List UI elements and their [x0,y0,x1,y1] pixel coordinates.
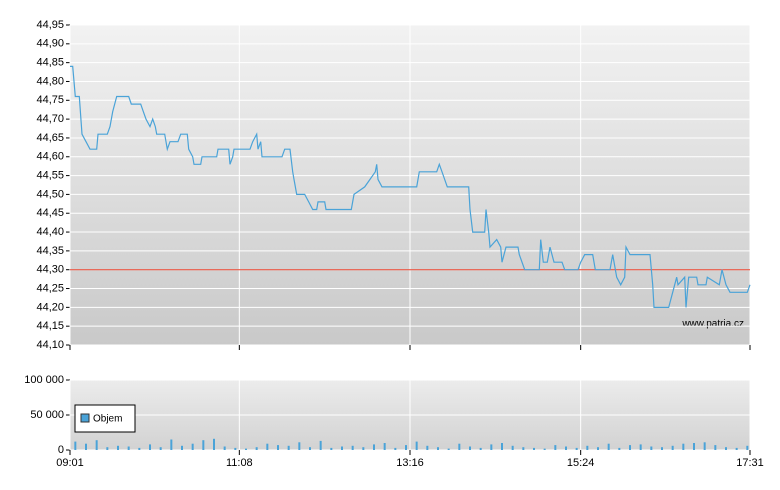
volume-bar [543,448,546,450]
volume-bar [735,447,738,450]
volume-bar [149,444,151,450]
y-tick-label: 44,55 [36,169,64,181]
y-tick-label: 44,45 [36,207,64,219]
volume-bar [234,447,237,450]
y-tick-label: 44,10 [36,339,64,351]
y-tick-label: 44,95 [36,19,64,31]
y-tick-label: 44,70 [36,113,64,125]
volume-bar [661,447,663,450]
volume-bar [319,440,322,450]
volume-bar [501,443,503,450]
volume-bar [437,447,439,450]
volume-bar [362,447,365,450]
volume-bar [95,440,98,450]
y-tick-label: 44,20 [36,301,64,313]
y-tick-label: 44,50 [36,188,64,200]
volume-bar [138,447,141,450]
volume-bar [287,445,290,450]
volume-bar [618,447,621,450]
volume-bar [266,443,269,450]
volume-bar [159,447,162,450]
volume-bar [714,445,717,450]
y-tick-label: 44,80 [36,75,64,87]
y-tick-label: 44,85 [36,57,64,69]
volume-bar [341,446,343,450]
volume-bar [703,442,706,450]
volume-bar [746,445,749,450]
volume-bar [682,443,685,450]
volume-bar [191,443,194,450]
y-tick-label: 44,60 [36,151,64,163]
volume-bar [511,445,514,450]
x-tick-label: 09:01 [56,457,84,469]
y-tick-label: 44,40 [36,226,64,238]
y-tick-label: 44,25 [36,282,64,294]
volume-bar [127,446,130,450]
volume-bar [373,444,375,450]
legend-label: Objem [93,414,122,425]
y-tick-label: 44,90 [36,38,64,50]
volume-bar [383,443,386,450]
volume-bar [405,445,407,450]
y-tick-label: 44,65 [36,132,64,144]
y-tick-label: 44,35 [36,245,64,257]
volume-bar [202,440,205,450]
volume-bar [117,445,119,450]
volume-bar [458,443,461,450]
x-tick-label: 17:31 [736,457,764,469]
volume-bar [298,442,301,450]
volume-bar [522,447,525,450]
volume-bar [725,447,727,450]
volume-bar [469,446,471,450]
volume-bar [693,443,695,450]
volume-bar [309,447,311,450]
volume-bar [565,446,567,450]
x-tick-label: 15:24 [567,457,595,469]
volume-bar [330,447,333,450]
legend-swatch [80,413,90,423]
volume-bar [650,446,653,450]
volume-bar [277,445,279,450]
volume-bar [181,445,183,450]
volume-bar [639,444,642,450]
volume-bar [671,445,674,450]
volume-bar [415,441,418,450]
volume-bar [85,443,87,450]
volume-bar [554,445,557,450]
volume-bar [490,444,493,450]
volume-bar [586,445,589,450]
volume-bar [597,447,599,450]
x-tick-label: 13:16 [396,457,424,469]
volume-bar [170,439,173,450]
volume-bar [575,447,578,450]
volume-bar [223,446,226,450]
y-tick-label: 44,30 [36,264,64,276]
volume-bar [426,445,429,450]
price-line [70,65,751,308]
y-tick-label: 44,75 [36,94,64,106]
volume-bar [106,447,109,450]
volume-bar [607,443,610,450]
volume-bar [255,447,258,450]
volume-bar [479,447,482,450]
volume-bar [394,447,397,450]
volume-bar [74,441,77,450]
watermark: www.patria.cz [681,319,744,330]
legend: Objem [74,404,136,433]
y-tick-label: 50 000 [30,409,64,421]
y-tick-label: 0 [58,444,64,456]
volume-bar [245,448,247,450]
volume-bar [447,448,450,450]
y-tick-label: 44,15 [36,320,64,332]
x-tick-label: 11:08 [226,457,253,469]
volume-bar [629,445,631,450]
volume-bar [213,438,215,450]
y-tick-label: 100 000 [24,374,64,386]
volume-bar [533,447,535,450]
volume-bar [351,445,354,450]
